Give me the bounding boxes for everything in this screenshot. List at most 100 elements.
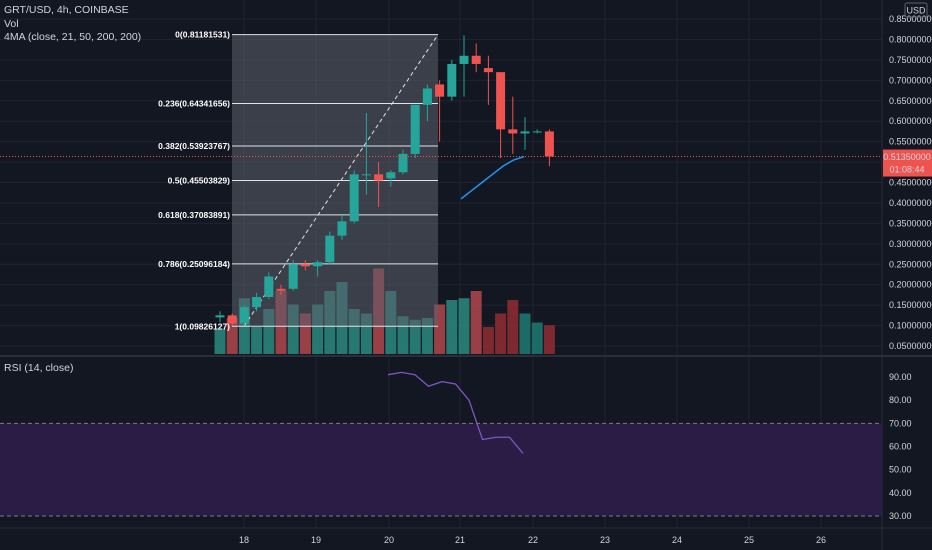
volume-bar	[299, 313, 311, 354]
price-tick-label: 0.75000000	[889, 55, 932, 65]
price-tick-label: 0.10000000	[889, 321, 932, 331]
volume-bar	[507, 300, 519, 354]
price-tick-label: 0.40000000	[889, 198, 932, 208]
rsi-tick-label: 60.00	[889, 442, 912, 452]
rsi-tick-label: 90.00	[889, 372, 912, 382]
candle-body	[435, 84, 445, 97]
last-price-badge	[883, 149, 932, 177]
rsi-label[interactable]: RSI (14, close)	[4, 362, 74, 374]
candle-body	[386, 172, 396, 179]
price-countdown: 01:08:44	[889, 165, 924, 175]
fib-level-label: 0.236(0.64341656)	[158, 98, 230, 108]
candle-body	[239, 307, 249, 324]
rsi-tick-label: 40.00	[889, 488, 912, 498]
time-tick-label: 22	[528, 535, 538, 545]
candle-body	[227, 315, 237, 324]
rsi-band	[0, 423, 882, 516]
volume-bar	[519, 313, 531, 354]
time-tick-label: 25	[744, 535, 754, 545]
rsi-tick-label: 70.00	[889, 418, 912, 428]
price-tick-label: 0.85000000	[889, 14, 932, 24]
candle-body	[520, 131, 530, 134]
volume-bar	[226, 318, 238, 354]
price-tick-label: 0.15000000	[889, 300, 932, 310]
rsi-tick-label: 30.00	[889, 511, 912, 521]
time-tick-label: 23	[600, 535, 610, 545]
candle-body	[410, 104, 420, 154]
volume-bar	[360, 313, 372, 354]
currency-label: USD	[906, 6, 926, 16]
candle-body	[300, 264, 310, 267]
fib-level-label: 1(0.09826127)	[175, 321, 230, 331]
time-tick-label: 26	[816, 535, 826, 545]
volume-bar	[470, 291, 482, 354]
volume-bar	[421, 318, 433, 354]
price-tick-label: 0.35000000	[889, 218, 932, 228]
rsi-tick-label: 80.00	[889, 395, 912, 405]
volume-bar	[531, 322, 543, 354]
candle-body	[361, 174, 371, 176]
time-tick-label: 18	[239, 535, 249, 545]
symbol-label[interactable]: GRT/USD, 4h, COINBASE	[4, 4, 129, 16]
candle-body	[325, 235, 335, 263]
fib-trend-line	[243, 34, 439, 327]
candle-body	[288, 264, 298, 289]
price-tick-label: 0.80000000	[889, 34, 932, 44]
volume-bar	[495, 313, 507, 354]
time-tick-label: 21	[455, 535, 465, 545]
candle-body	[483, 68, 493, 73]
volume-bar	[458, 298, 470, 354]
volume-bar	[287, 304, 299, 354]
candle-body	[349, 174, 359, 222]
fib-level-label: 0.382(0.53923767)	[158, 141, 230, 151]
candle-body	[459, 55, 469, 64]
volume-bar	[263, 309, 275, 354]
currency-badge	[904, 2, 928, 18]
candle-body	[252, 296, 262, 308]
price-tick-label: 0.70000000	[889, 75, 932, 85]
price-tick-label: 0.25000000	[889, 259, 932, 269]
volume-bar	[312, 304, 324, 354]
candle-body	[337, 221, 347, 236]
time-tick-label: 20	[384, 535, 394, 545]
volume-bar	[214, 328, 226, 354]
fib-level-label: 0.5(0.45503829)	[168, 175, 231, 185]
volume-label[interactable]: Vol	[4, 18, 19, 30]
price-tick-label: 0.60000000	[889, 116, 932, 126]
price-tick-label: 0.55000000	[889, 137, 932, 147]
candle-body	[264, 276, 274, 297]
volume-bar	[409, 319, 421, 354]
rsi-tick-label: 50.00	[889, 465, 912, 475]
fib-level-label: 0.618(0.37083891)	[158, 210, 230, 220]
volume-bar	[397, 316, 409, 354]
last-price-value: 0.51350000	[883, 152, 931, 162]
ma-label[interactable]: 4MA (close, 21, 50, 200, 200)	[4, 31, 142, 43]
candle-body	[508, 129, 518, 134]
volume-bar	[482, 327, 494, 354]
candle-body	[398, 153, 408, 173]
volume-bar	[446, 300, 458, 354]
candle-body	[496, 72, 506, 130]
fib-level-label: 0.786(0.25096184)	[158, 259, 230, 269]
candle-body	[313, 262, 323, 267]
moving-average-line	[460, 155, 525, 200]
candle-body	[471, 55, 481, 64]
candle-body	[447, 63, 457, 97]
candle-body	[374, 174, 384, 181]
fib-level-label: 0(0.81181531)	[175, 30, 230, 40]
time-tick-label: 19	[311, 535, 321, 545]
price-tick-label: 0.20000000	[889, 280, 932, 290]
candle-body	[532, 131, 542, 133]
candle-body	[422, 88, 432, 105]
volume-bar	[348, 309, 360, 354]
volume-bar	[543, 325, 555, 354]
time-tick-label: 24	[672, 535, 682, 545]
volume-bar	[434, 304, 446, 354]
candle-body	[276, 288, 286, 291]
price-tick-label: 0.30000000	[889, 239, 932, 249]
price-tick-label: 0.05000000	[889, 341, 932, 351]
candle-body	[215, 315, 225, 318]
price-tick-label: 0.45000000	[889, 178, 932, 188]
volume-bar	[251, 327, 263, 354]
